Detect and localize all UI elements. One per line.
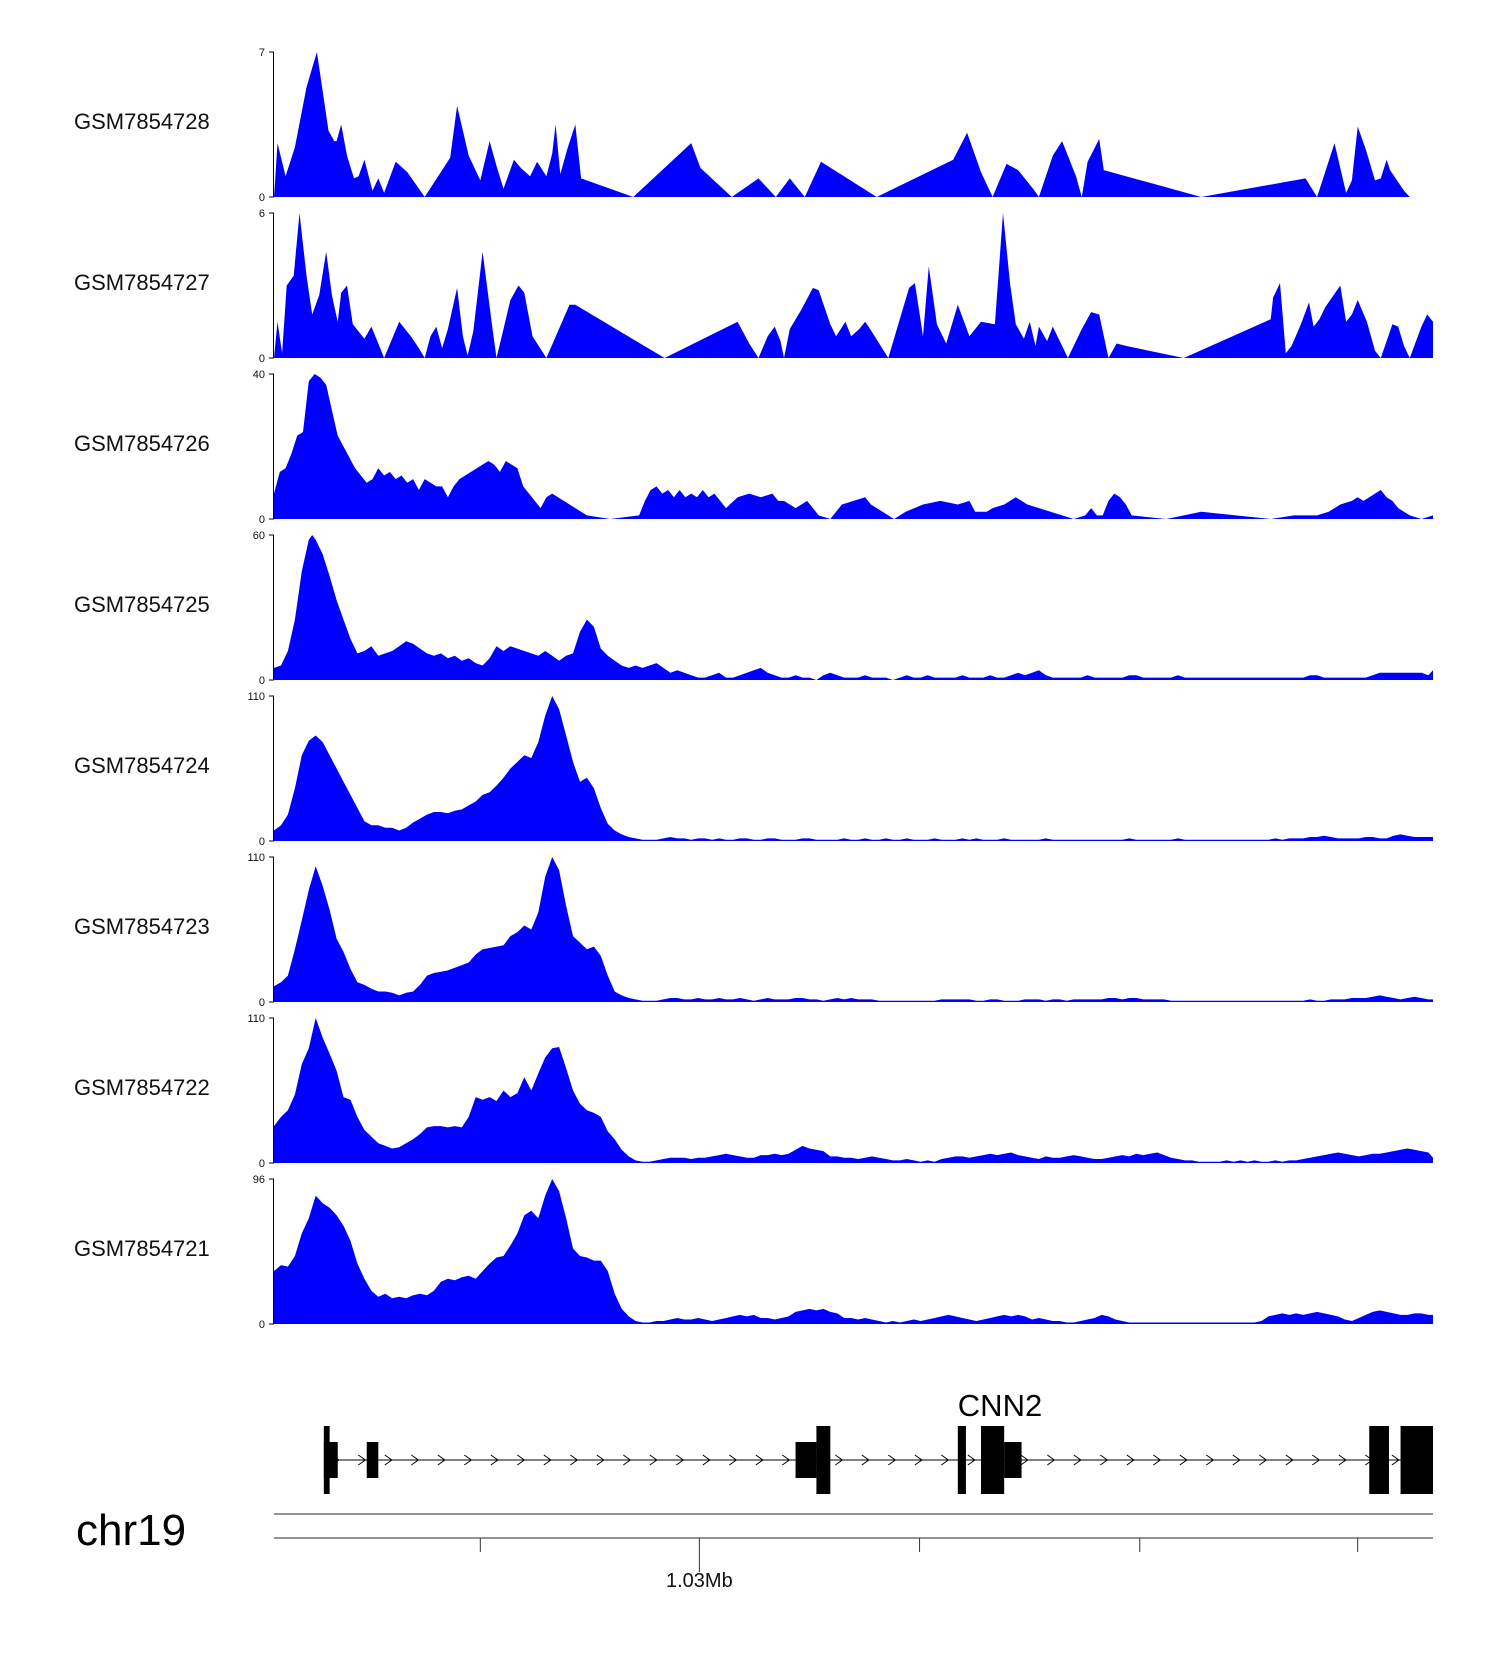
coding-exon [816,1426,831,1494]
strand-arrow [1047,1454,1056,1466]
coding-exon [957,1426,966,1494]
genomic-axis: chr19 1.03Mb [76,1506,1433,1592]
signal-area [274,52,1433,197]
strand-arrow [517,1454,526,1466]
strand-arrow [411,1454,420,1466]
track-label: GSM7854722 [74,1075,210,1100]
strand-arrow [384,1454,393,1466]
strand-arrow [967,1454,976,1466]
strand-arrow [1259,1454,1268,1466]
strand-arrow [941,1454,950,1466]
strand-arrow [1312,1454,1321,1466]
track-label: GSM7854725 [74,592,210,617]
strand-arrow [914,1454,923,1466]
strand-arrow [1285,1454,1294,1466]
strand-arrow [464,1454,473,1466]
track-GSM7854728: GSM7854728 7 0 [74,47,1433,204]
y-min-label: 0 [259,836,265,848]
strand-arrow [358,1454,367,1466]
signal-area [274,213,1433,358]
y-min-label: 0 [259,997,265,1009]
y-max-label: 110 [247,852,265,864]
track-label: GSM7854728 [74,109,210,134]
y-min-label: 0 [259,1158,265,1170]
gene-annotation-track: CNN2 [323,1388,1433,1494]
strand-arrow [861,1454,870,1466]
strand-arrow [1073,1454,1082,1466]
strand-arrow [490,1454,499,1466]
y-min-label: 0 [259,1319,265,1331]
strand-arrow [1232,1454,1241,1466]
signal-area [274,374,1433,519]
y-max-label: 7 [259,47,265,59]
track-label: GSM7854724 [74,753,210,778]
x-tick-label: 1.03Mb [666,1570,733,1592]
strand-arrow [623,1454,632,1466]
track-GSM7854721: GSM7854721 96 0 [74,1174,1433,1331]
track-GSM7854724: GSM7854724 110 0 [74,691,1433,848]
track-label: GSM7854727 [74,270,210,295]
strand-arrow [1153,1454,1162,1466]
strand-arrow [1126,1454,1135,1466]
signal-area [274,696,1433,841]
track-label: GSM7854726 [74,431,210,456]
chromosome-label: chr19 [76,1506,186,1555]
strand-arrow [702,1454,711,1466]
strand-arrow [570,1454,579,1466]
strand-arrow [1100,1454,1109,1466]
strand-arrow [1206,1454,1215,1466]
y-max-label: 96 [253,1174,265,1186]
y-max-label: 60 [253,530,265,542]
signal-area [274,1018,1433,1163]
coding-exon [1400,1426,1433,1494]
strand-arrow [676,1454,685,1466]
track-GSM7854727: GSM7854727 6 0 [74,208,1433,365]
strand-arrow [543,1454,552,1466]
y-min-label: 0 [259,675,265,687]
track-GSM7854723: GSM7854723 110 0 [74,852,1433,1009]
utr-exon [1004,1442,1022,1478]
strand-arrow [649,1454,658,1466]
track-GSM7854725: GSM7854725 60 0 [74,530,1433,687]
y-max-label: 6 [259,208,265,220]
signal-area [274,535,1433,680]
strand-arrow [782,1454,791,1466]
gene-name-label: CNN2 [958,1388,1042,1423]
signal-area [274,857,1433,1002]
strand-arrow [1391,1454,1400,1466]
utr-exon [323,1442,338,1478]
strand-arrow [835,1454,844,1466]
utr-exon [795,1442,817,1478]
strand-arrow [755,1454,764,1466]
y-max-label: 40 [253,369,265,381]
strand-arrow [888,1454,897,1466]
coding-exon [980,1426,1005,1494]
coding-exon [1369,1426,1389,1494]
track-GSM7854726: GSM7854726 40 0 [74,369,1433,526]
coverage-tracks: GSM785472870GSM785472760GSM7854726400GSM… [74,47,1433,1331]
strand-arrow [1179,1454,1188,1466]
utr-exon [366,1442,379,1478]
y-max-label: 110 [247,1013,265,1025]
track-label: GSM7854721 [74,1236,210,1261]
y-min-label: 0 [259,353,265,365]
track-GSM7854722: GSM7854722 110 0 [74,1013,1433,1170]
strand-arrow [1338,1454,1347,1466]
strand-arrow [1020,1454,1029,1466]
y-max-label: 110 [247,691,265,703]
y-min-label: 0 [259,192,265,204]
strand-arrow [729,1454,738,1466]
y-min-label: 0 [259,514,265,526]
signal-area [274,1179,1433,1324]
track-label: GSM7854723 [74,914,210,939]
strand-arrow [437,1454,446,1466]
strand-arrow [596,1454,605,1466]
